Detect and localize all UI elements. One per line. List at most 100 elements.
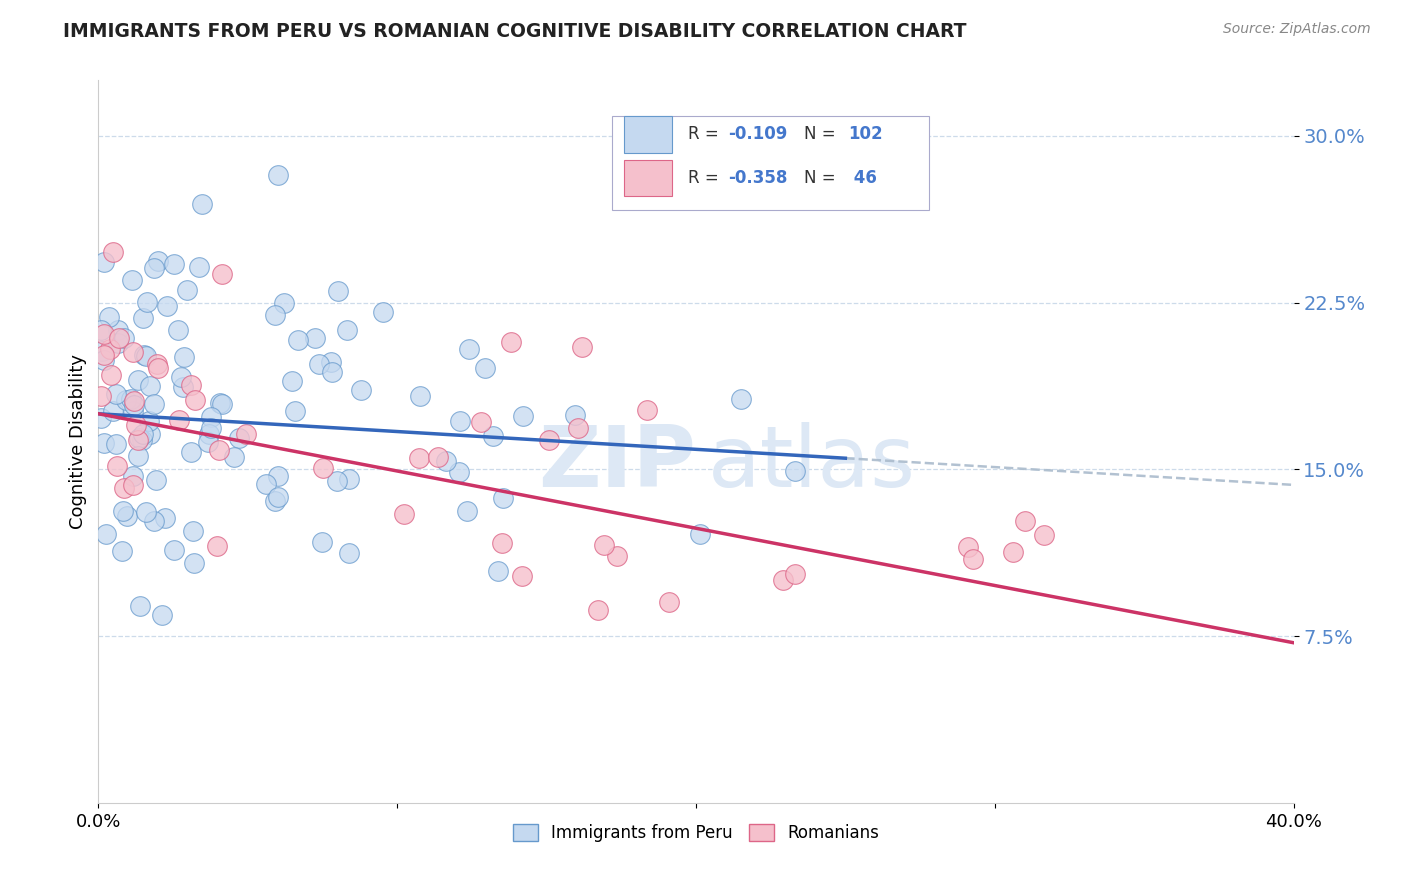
Point [571, 340, 593, 354]
Point [93, 348, 115, 362]
Point [321, 365, 343, 379]
Point [142, 514, 165, 528]
Point [567, 421, 589, 435]
Point [263, 493, 285, 508]
Point [491, 536, 513, 550]
Point [224, 450, 246, 464]
Point [128, 431, 150, 445]
Point [138, 414, 160, 428]
Point [93, 326, 115, 341]
Point [93, 436, 115, 450]
Point [181, 524, 204, 539]
Point [564, 409, 586, 423]
Point [606, 549, 628, 564]
Text: -0.358: -0.358 [728, 169, 787, 186]
Text: 102: 102 [848, 126, 883, 144]
Point [167, 322, 190, 336]
Point [308, 357, 330, 371]
Point [350, 383, 373, 397]
Text: -0.109: -0.109 [728, 126, 787, 144]
Point [125, 417, 148, 432]
Point [197, 434, 219, 449]
Point [312, 461, 335, 475]
Point [101, 244, 124, 259]
Text: N =: N = [804, 169, 835, 186]
Point [135, 295, 157, 310]
Point [457, 504, 479, 518]
Point [1002, 545, 1025, 559]
Point [1014, 514, 1036, 528]
Point [956, 540, 979, 554]
Y-axis label: Cognitive Disability: Cognitive Disability [69, 354, 87, 529]
Point [449, 414, 471, 428]
Point [427, 450, 450, 464]
Text: IMMIGRANTS FROM PERU VS ROMANIAN COGNITIVE DISABILITY CORRELATION CHART: IMMIGRANTS FROM PERU VS ROMANIAN COGNITI… [63, 22, 967, 41]
Point [200, 421, 222, 435]
Point [499, 334, 522, 349]
Point [326, 285, 349, 299]
Point [170, 369, 193, 384]
Point [337, 546, 360, 560]
Point [235, 427, 257, 442]
Point [434, 453, 457, 467]
FancyBboxPatch shape [613, 117, 929, 211]
Point [134, 348, 156, 362]
Point [267, 469, 290, 483]
Point [373, 304, 395, 318]
Point [326, 475, 349, 489]
Point [120, 392, 142, 406]
Text: ZIP: ZIP [538, 422, 696, 505]
Point [132, 310, 155, 325]
Point [183, 556, 205, 570]
Point [122, 469, 145, 483]
Point [183, 392, 205, 407]
Point [337, 472, 360, 486]
Point [689, 527, 711, 541]
Point [180, 378, 202, 392]
Point [146, 360, 169, 375]
Point [122, 345, 145, 359]
Point [121, 273, 143, 287]
Point [90, 323, 112, 337]
Point [146, 357, 169, 371]
Point [311, 534, 333, 549]
Point [458, 343, 481, 357]
Point [449, 465, 471, 479]
Point [90, 410, 112, 425]
Point [264, 308, 287, 322]
Point [287, 333, 309, 347]
Point [394, 507, 416, 521]
Point [176, 283, 198, 297]
Point [173, 350, 195, 364]
Point [156, 299, 179, 313]
Point [284, 404, 307, 418]
Point [100, 368, 122, 382]
Point [93, 255, 115, 269]
Point [142, 261, 165, 276]
Point [537, 434, 560, 448]
Point [593, 538, 616, 552]
Point [131, 433, 153, 447]
Point [107, 335, 129, 350]
Point [146, 254, 169, 268]
Point [122, 398, 145, 412]
Point [135, 505, 157, 519]
FancyBboxPatch shape [624, 117, 672, 153]
Point [122, 404, 145, 418]
Legend: Immigrants from Peru, Romanians: Immigrants from Peru, Romanians [506, 817, 886, 848]
Point [188, 260, 211, 274]
Point [409, 388, 432, 402]
Point [122, 478, 145, 492]
Point [122, 394, 145, 409]
Point [127, 433, 149, 447]
Point [772, 573, 794, 587]
Point [107, 322, 129, 336]
Point [273, 295, 295, 310]
Text: 46: 46 [848, 169, 876, 186]
Point [474, 360, 496, 375]
Point [105, 437, 128, 451]
Point [108, 331, 131, 345]
Point [112, 481, 135, 495]
Point [512, 409, 534, 423]
Point [211, 397, 233, 411]
